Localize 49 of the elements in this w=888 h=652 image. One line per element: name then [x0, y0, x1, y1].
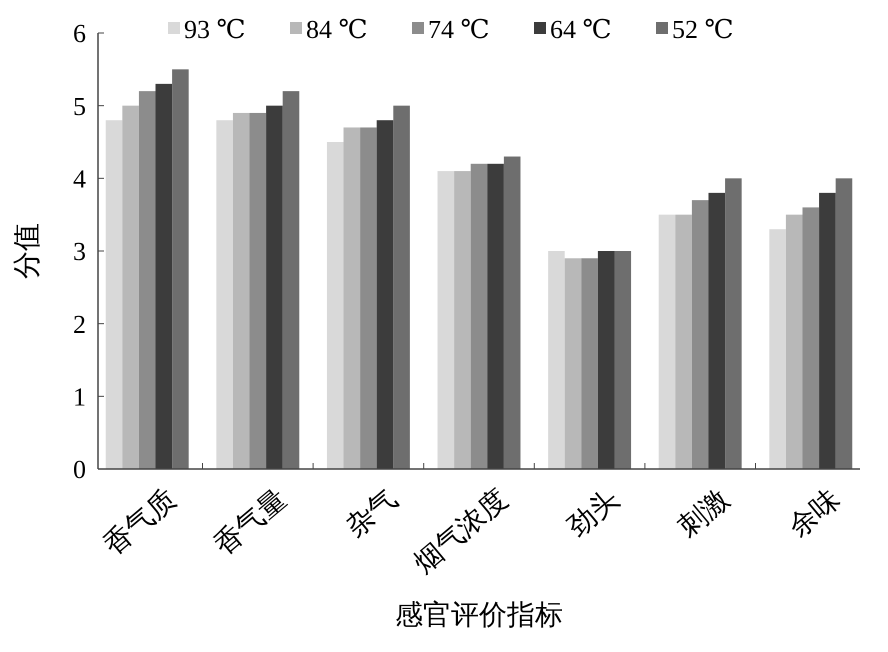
bar	[344, 127, 360, 469]
bar	[438, 171, 454, 469]
bar	[564, 258, 582, 469]
bar	[675, 214, 692, 469]
bar	[138, 91, 156, 469]
bar	[692, 200, 708, 469]
bar	[454, 171, 471, 469]
x-tick-label: 香气质	[98, 484, 182, 562]
y-tick-label: 2	[73, 310, 86, 339]
y-tick-label: 4	[73, 164, 86, 194]
bar	[504, 156, 520, 469]
bar	[250, 112, 266, 469]
bar	[614, 251, 632, 469]
x-tick-label: 余味	[783, 484, 846, 544]
bar	[769, 229, 786, 469]
bar	[393, 106, 410, 469]
bar	[232, 112, 250, 469]
legend-label: 84 ℃	[306, 15, 368, 44]
x-tick-label: 香气量	[208, 484, 293, 562]
bar	[581, 258, 598, 469]
bar	[172, 69, 189, 469]
bar	[282, 91, 300, 469]
bar	[548, 251, 565, 469]
y-tick-label: 5	[73, 92, 86, 121]
bar	[216, 120, 233, 469]
bar	[106, 120, 122, 469]
x-tick-label: 刺激	[672, 484, 736, 544]
bar	[360, 127, 377, 469]
bar	[786, 214, 802, 469]
y-tick-label: 0	[73, 455, 86, 484]
legend-label: 52 ℃	[672, 15, 734, 44]
bar	[470, 164, 488, 469]
y-tick-label: 6	[73, 19, 86, 48]
x-tick-label: 杂气	[340, 484, 404, 544]
y-tick-label: 3	[73, 237, 86, 266]
x-tick-label: 烟气浓度	[408, 484, 514, 580]
bar	[658, 214, 676, 469]
bar	[802, 207, 820, 469]
x-axis-title: 感官评价指标	[395, 600, 563, 631]
bar	[326, 142, 344, 469]
bar	[725, 178, 742, 469]
bar	[122, 106, 139, 469]
x-tick-label: 劲头	[562, 484, 625, 544]
y-tick-label: 1	[73, 382, 86, 412]
bar	[836, 178, 852, 469]
legend-label: 74 ℃	[428, 15, 490, 44]
y-axis-title: 分值	[12, 223, 43, 279]
legend-label: 64 ℃	[550, 15, 612, 44]
legend-label: 93 ℃	[184, 15, 246, 44]
